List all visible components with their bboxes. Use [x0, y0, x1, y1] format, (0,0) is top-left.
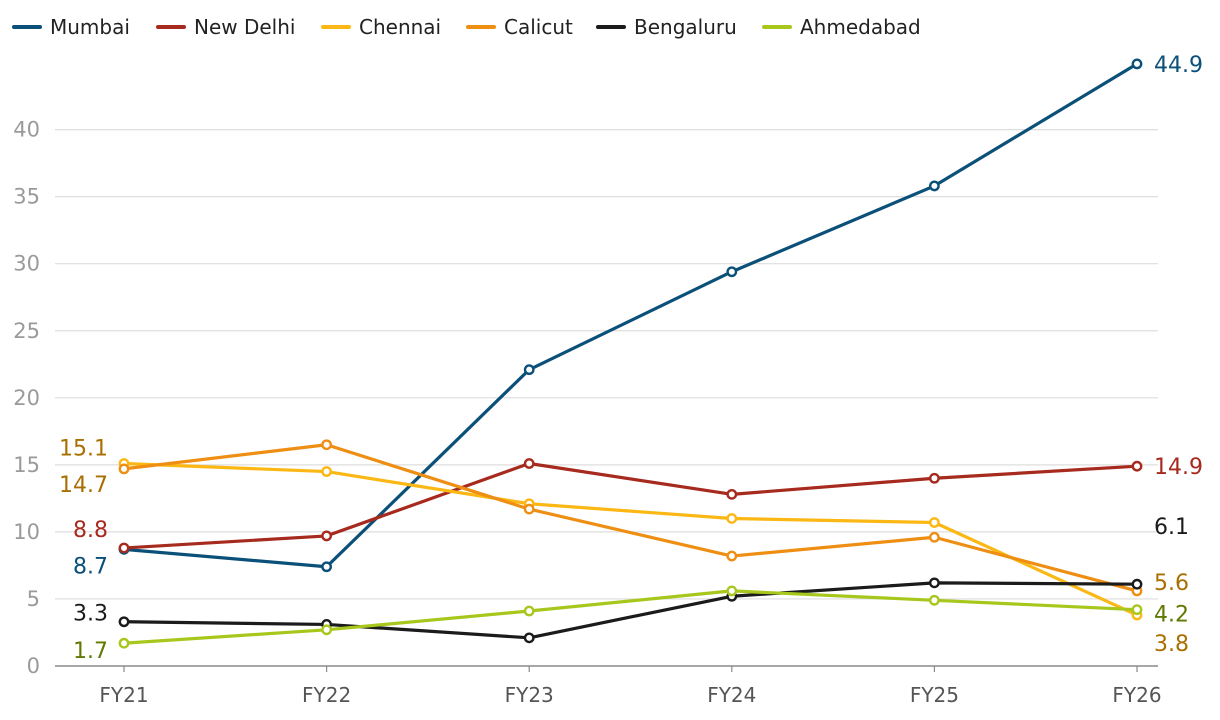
- x-tick-label-fy23: FY23: [505, 683, 554, 707]
- series-line-chennai: [122, 461, 1139, 617]
- legend-label-bengaluru: Bengaluru: [634, 15, 737, 39]
- point-calicut-fy23: [523, 503, 535, 515]
- point-calicut-fy21: [118, 463, 130, 475]
- point-chennai-fy22: [321, 466, 332, 477]
- series-line-new-delhi: [122, 461, 1139, 550]
- point-mumbai-fy26: [1131, 58, 1143, 70]
- series-new-delhi: [118, 458, 1143, 554]
- point-new-delhi-fy21: [118, 542, 130, 554]
- data-label-ahmedabad-fy26: 4.2: [1154, 603, 1189, 628]
- point-bengaluru-fy21: [118, 616, 130, 628]
- legend-item-chennai: Chennai: [321, 15, 441, 39]
- data-label-chennai-fy26: 3.8: [1154, 632, 1189, 657]
- legend-item-calicut: Calicut: [466, 15, 573, 39]
- point-chennai-fy24: [726, 513, 738, 524]
- legend: Mumbai New Delhi Chennai Calicut Bengaluru Ah…: [12, 15, 921, 39]
- point-bengaluru-fy25: [929, 577, 940, 589]
- y-tick-label-0: 0: [27, 654, 40, 678]
- y-tick-label-30: 30: [13, 252, 40, 276]
- legend-item-bengaluru: Bengaluru: [596, 15, 737, 39]
- legend-label-ahmedabad: Ahmedabad: [800, 15, 921, 39]
- data-label-ahmedabad-fy21: 1.7: [73, 639, 108, 664]
- data-label-bengaluru-fy26: 6.1: [1154, 515, 1189, 540]
- point-new-delhi-fy24: [726, 488, 738, 500]
- point-ahmedabad-fy24: [726, 585, 738, 597]
- data-labels: 15.1 14.7 8.8 8.7 3.3 1.7 44.9 14.9 6.1 5.6 4.2 3.8: [59, 53, 1203, 664]
- legend-item-mumbai: Mumbai: [12, 15, 130, 39]
- data-label-new-delhi-fy26: 14.9: [1154, 455, 1203, 480]
- x-tick-label-fy24: FY24: [707, 683, 756, 707]
- point-new-delhi-fy26: [1131, 460, 1143, 472]
- data-label-calicut-fy26: 5.6: [1154, 571, 1189, 596]
- series-line-ahmedabad: [122, 589, 1139, 645]
- series-calicut: [118, 439, 1143, 597]
- point-bengaluru-fy26: [1131, 578, 1143, 590]
- y-tick-label-35: 35: [13, 185, 40, 209]
- legend-label-calicut: Calicut: [504, 15, 573, 39]
- y-tick-label-25: 25: [13, 319, 40, 343]
- point-calicut-fy25: [929, 531, 940, 543]
- y-tick-label-10: 10: [13, 520, 40, 544]
- point-mumbai-fy23: [523, 364, 535, 376]
- legend-label-new-delhi: New Delhi: [194, 15, 295, 39]
- series-line-bengaluru: [122, 581, 1139, 640]
- point-mumbai-fy22: [321, 561, 332, 573]
- point-ahmedabad-fy23: [523, 605, 535, 617]
- y-tick-label-5: 5: [27, 587, 40, 611]
- point-new-delhi-fy25: [929, 472, 940, 484]
- series-line-mumbai: [122, 62, 1139, 569]
- point-mumbai-fy24: [726, 266, 738, 278]
- point-new-delhi-fy22: [321, 530, 332, 542]
- data-label-mumbai-fy26: 44.9: [1154, 53, 1203, 78]
- x-tick-label-fy22: FY22: [302, 683, 351, 707]
- series-lines: [118, 58, 1143, 649]
- data-label-calicut-fy21: 14.7: [59, 473, 108, 498]
- series-mumbai: [118, 58, 1143, 573]
- legend-item-ahmedabad: Ahmedabad: [762, 15, 921, 39]
- legend-label-chennai: Chennai: [359, 15, 441, 39]
- point-ahmedabad-fy26: [1131, 604, 1143, 616]
- point-chennai-fy25: [929, 517, 940, 528]
- series-line-calicut: [122, 443, 1139, 593]
- x-tick-label-fy21: FY21: [99, 683, 148, 707]
- point-ahmedabad-fy21: [118, 637, 130, 649]
- point-ahmedabad-fy25: [929, 594, 940, 606]
- data-label-new-delhi-fy21: 8.8: [73, 518, 108, 543]
- point-calicut-fy24: [726, 550, 738, 562]
- point-mumbai-fy25: [929, 180, 940, 192]
- point-new-delhi-fy23: [523, 458, 535, 469]
- data-label-chennai-fy21: 15.1: [59, 437, 108, 462]
- y-tick-label-40: 40: [13, 118, 40, 142]
- legend-item-new-delhi: New Delhi: [156, 15, 295, 39]
- y-tick-label-15: 15: [13, 453, 40, 477]
- point-bengaluru-fy23: [523, 632, 535, 644]
- x-tick-label-fy26: FY26: [1112, 683, 1161, 707]
- y-tick-label-20: 20: [13, 386, 40, 410]
- data-label-bengaluru-fy21: 3.3: [73, 602, 108, 627]
- legend-label-mumbai: Mumbai: [50, 15, 130, 39]
- series-ahmedabad: [118, 585, 1143, 649]
- x-tick-label-fy25: FY25: [910, 683, 959, 707]
- axes: 0 5 10 15 20 25 30 35 40 FY21 FY22 FY23 FY24 FY25 FY26: [13, 118, 1161, 707]
- point-ahmedabad-fy22: [321, 624, 332, 636]
- data-label-mumbai-fy21: 8.7: [73, 554, 108, 579]
- point-calicut-fy22: [321, 439, 332, 451]
